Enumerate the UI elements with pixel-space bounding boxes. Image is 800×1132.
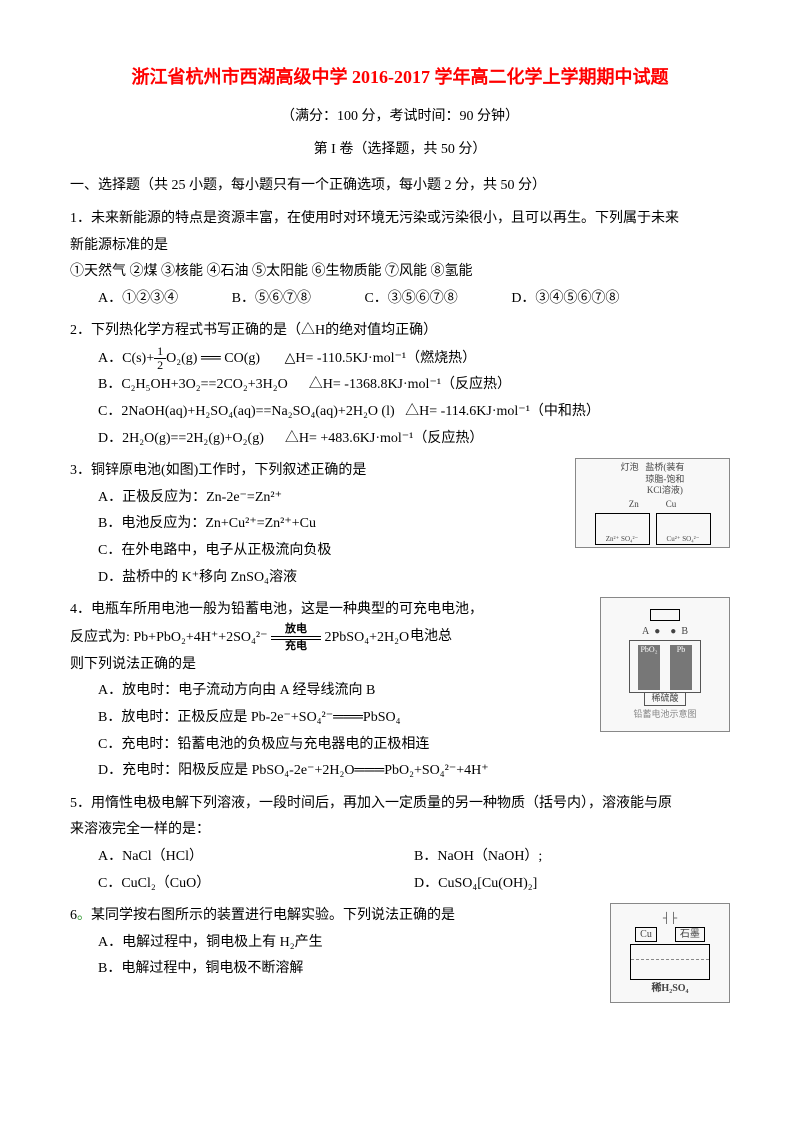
q2-C-dh: △H= -114.6KJ·mol⁻¹（中和热）	[405, 404, 600, 419]
q5-optC: C．CuCl₂（CuO）	[98, 871, 414, 898]
q3-left-beaker: Zn²⁺ SO₄²⁻	[595, 513, 650, 545]
q5-row1: A．NaCl（HCl） B．NaOH（NaOH）;	[70, 844, 730, 871]
q1-line1: 1．未来新能源的特点是资源丰富，在使用时对环境无污染或污染很小，且可以再生。下列…	[70, 206, 730, 233]
q4-acid-label: 稀硫酸	[644, 692, 685, 706]
q4-battery-icon	[650, 609, 680, 621]
q1-options: A．①②③④ B．⑤⑥⑦⑧ C．③⑤⑥⑦⑧ D．③④⑤⑥⑦⑧	[70, 286, 730, 313]
q2-D-eq: D．2H₂O(g)==2H₂(g)+O₂(g)	[98, 431, 264, 446]
q2-optB: B．C₂H₅OH+3O₂==2CO₂+3H₂O △H= -1368.8KJ·mo…	[70, 372, 730, 399]
q4-caption: 铅蓄电池示意图	[633, 709, 696, 721]
question-4: A ● ● B PbO₂ Pb 稀硫酸 铅蓄电池示意图 4．电瓶车所用电池一般为…	[70, 597, 730, 785]
q5-line1: 5．用惰性电极电解下列溶液，一段时间后，再加入一定质量的另一种物质（括号内），溶…	[70, 791, 730, 818]
q2-C-eq: C．2NaOH(aq)+H₂SO₄(aq)==Na₂SO₄(aq)+2H₂O (…	[98, 404, 395, 419]
reversible-arrow: 放电 充电	[271, 624, 321, 652]
q5-optA: A．NaCl（HCl）	[98, 844, 414, 871]
exam-title: 浙江省杭州市西湖高级中学 2016-2017 学年高二化学上学期期中试题	[70, 60, 730, 94]
q6-diagram: ┤├ Cu 石墨 稀H₂SO₄	[610, 903, 730, 1003]
q4-A-label: A	[642, 626, 649, 637]
q2-B-eq: B．C₂H₅OH+3O₂==2CO₂+3H₂O	[98, 377, 288, 392]
q2-optD: D．2H₂O(g)==2H₂(g)+O₂(g) △H= +483.6KJ·mol…	[70, 426, 730, 453]
q2-optC: C．2NaOH(aq)+H₂SO₄(aq)==Na₂SO₄(aq)+2H₂O (…	[70, 399, 730, 426]
fraction-half: 12	[154, 345, 166, 372]
q6-graphite-label: 石墨	[675, 927, 705, 942]
question-5: 5．用惰性电极电解下列溶液，一段时间后，再加入一定质量的另一种物质（括号内），溶…	[70, 791, 730, 897]
q5-row2: C．CuCl₂（CuO） D．CuSO₄[Cu(OH)₂]	[70, 871, 730, 898]
q5-optB: B．NaOH（NaOH）;	[414, 844, 730, 871]
q4-B-label: B	[681, 626, 688, 637]
q1-optC: C．③⑤⑥⑦⑧	[364, 286, 457, 313]
q1-choices: ①天然气 ②煤 ③核能 ④石油 ⑤太阳能 ⑥生物质能 ⑦风能 ⑧氢能	[70, 259, 730, 286]
q4-eq-post: 2PbSO₄+2H₂O	[325, 630, 410, 645]
exam-subtitle: （满分：100 分，考试时间：90 分钟）	[70, 104, 730, 131]
q1-optA: A．①②③④	[98, 286, 178, 313]
q6-acid-label: 稀H₂SO₄	[651, 982, 688, 995]
q2-A-post: O₂(g) ══ CO(g)	[166, 351, 260, 366]
q3-zn-label: Zn	[629, 499, 639, 509]
q4-optC: C．充电时：铅蓄电池的负极应与充电器电的正极相连	[70, 732, 730, 759]
q4-pbo2-electrode: PbO₂	[638, 645, 660, 690]
q1-line2: 新能源标准的是	[70, 233, 730, 260]
q4-diagram: A ● ● B PbO₂ Pb 稀硫酸 铅蓄电池示意图	[600, 597, 730, 732]
section-instruction: 一、选择题（共 25 小题，每小题只有一个正确选项，每小题 2 分，共 50 分…	[70, 173, 730, 200]
q5-line2: 来溶液完全一样的是：	[70, 817, 730, 844]
section-header: 第 I 卷（选择题，共 50 分）	[70, 137, 730, 164]
arrow-bot-label: 充电	[271, 641, 321, 652]
q2-B-dh: △H= -1368.8KJ·mol⁻¹（反应热）	[309, 377, 511, 392]
q4-eq-pre: 反应式为: Pb+PbO₂+4H⁺+2SO₄²⁻	[70, 630, 268, 645]
q4-text1-end: 电池总	[410, 624, 452, 651]
green-dot-icon: 。	[77, 908, 91, 923]
q1-optD: D．③④⑤⑥⑦⑧	[511, 286, 619, 313]
q2-A-pre: A．C(s)+	[98, 351, 154, 366]
question-6: ┤├ Cu 石墨 稀H₂SO₄ 6。某同学按右图所示的装置进行电解实验。下列说法…	[70, 903, 730, 1003]
q2-text: 2．下列热化学方程式书写正确的是（△H的绝对值均正确）	[70, 318, 730, 345]
q3-bridge-label: 盐桥(装有 琼脂-饱和 KCl溶液)	[645, 462, 684, 497]
q3-diagram: 灯泡 盐桥(装有 琼脂-饱和 KCl溶液) Zn Cu Zn²⁺ SO₄²⁻ C…	[575, 458, 730, 548]
q1-optB: B．⑤⑥⑦⑧	[232, 286, 311, 313]
q3-right-beaker: Cu²⁺ SO₄²⁻	[656, 513, 711, 545]
q5-optD: D．CuSO₄[Cu(OH)₂]	[414, 871, 730, 898]
q4-text1-pre: 4．电瓶车所用电池一般为铅蓄电池，这是一种典型的可充电电池，	[70, 602, 483, 617]
question-3: 灯泡 盐桥(装有 琼脂-饱和 KCl溶液) Zn Cu Zn²⁺ SO₄²⁻ C…	[70, 458, 730, 591]
q6-cu-label: Cu	[635, 927, 657, 942]
q3-optD: D．盐桥中的 K⁺移向 ZnSO₄溶液	[70, 565, 730, 592]
q6-body: 某同学按右图所示的装置进行电解实验。下列说法正确的是	[91, 908, 455, 923]
q4-optD: D．充电时：阳极反应是 PbSO₄-2e⁻+2H₂O═══PbO₂+SO₄²⁻+…	[70, 758, 730, 785]
arrow-top-label: 放电	[271, 624, 321, 635]
question-1: 1．未来新能源的特点是资源丰富，在使用时对环境无污染或污染很小，且可以再生。下列…	[70, 206, 730, 312]
q3-cu-label: Cu	[666, 499, 677, 509]
question-2: 2．下列热化学方程式书写正确的是（△H的绝对值均正确） A．C(s)+12O₂(…	[70, 318, 730, 452]
q4-pb-electrode: Pb	[670, 645, 692, 690]
q2-optA: A．C(s)+12O₂(g) ══ CO(g) △H= -110.5KJ·mol…	[70, 345, 730, 373]
q2-A-dh: △H= -110.5KJ·mol⁻¹（燃烧热）	[285, 351, 477, 366]
q2-D-dh: △H= +483.6KJ·mol⁻¹（反应热）	[285, 431, 484, 446]
q3-bulb-label: 灯泡	[621, 462, 639, 472]
